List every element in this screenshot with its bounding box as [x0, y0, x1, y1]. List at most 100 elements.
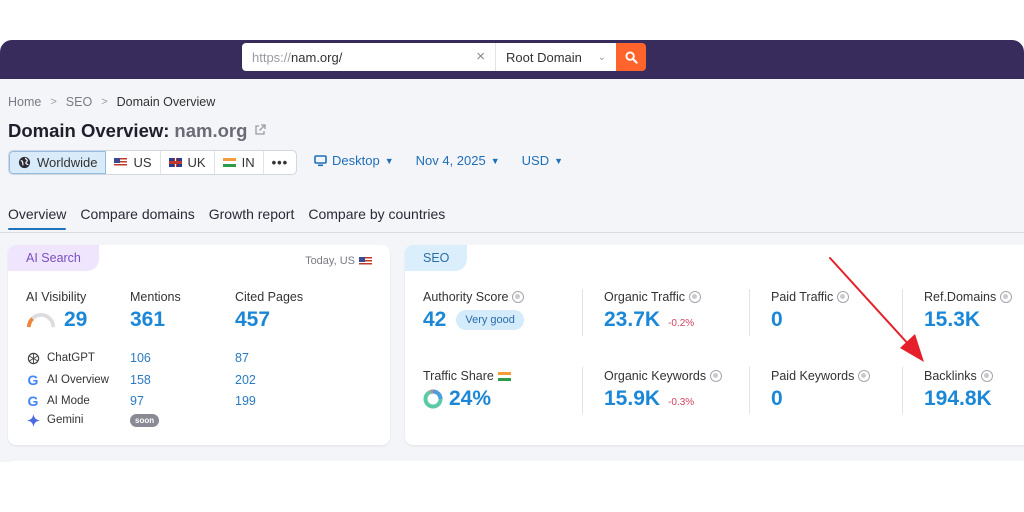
divider: [902, 289, 903, 336]
paid-keywords-label-row: Paid Keywords: [771, 369, 871, 383]
mentions-value[interactable]: 361: [130, 308, 166, 331]
region-us[interactable]: US: [106, 151, 161, 174]
breadcrumb-current: Domain Overview: [116, 95, 216, 109]
page-title-prefix: Domain Overview:: [8, 120, 170, 141]
ai-visibility-value: 29: [64, 308, 88, 331]
currency-filter-label: USD: [521, 153, 550, 168]
chevron-right-icon: >: [101, 96, 108, 108]
divider: [582, 367, 583, 414]
region-in-label: IN: [241, 155, 255, 170]
ref-domains-value[interactable]: 15.3K: [924, 308, 981, 331]
device-filter-label: Desktop: [332, 153, 380, 168]
organic-keywords-label-row: Organic Keywords: [604, 369, 723, 383]
page-title: Domain Overview: nam.org: [8, 120, 267, 142]
search-button[interactable]: [616, 43, 646, 71]
desktop-icon: [314, 154, 327, 166]
region-worldwide-label: Worldwide: [37, 155, 98, 170]
soon-badge: soon: [130, 413, 160, 427]
more-icon: •••: [271, 155, 289, 170]
breadcrumb: Home > SEO > Domain Overview: [8, 95, 215, 109]
ai-mode-cited[interactable]: 199: [235, 394, 256, 408]
backlinks-label: Backlinks: [924, 369, 977, 383]
paid-traffic-value[interactable]: 0: [771, 308, 783, 331]
tab-growth-report[interactable]: Growth report: [208, 206, 295, 222]
paid-keywords-value[interactable]: 0: [771, 387, 783, 410]
organic-traffic-label-row: Organic Traffic: [604, 290, 702, 304]
backlinks-value[interactable]: 194.8K: [924, 387, 992, 410]
url-protocol: https://: [252, 49, 292, 65]
traffic-share-value-row: 24%: [423, 387, 511, 411]
info-icon[interactable]: [710, 370, 723, 382]
seo-card: SEO Authority Score 42 Very good Organic…: [405, 245, 1024, 445]
ai-overview-cited[interactable]: 202: [235, 373, 256, 387]
paid-traffic-metric: Paid Traffic 0: [771, 290, 850, 332]
info-icon[interactable]: [512, 291, 525, 303]
breadcrumb-home[interactable]: Home: [8, 95, 42, 109]
paid-keywords-metric: Paid Keywords 0: [771, 369, 871, 411]
close-icon[interactable]: ×: [476, 48, 485, 65]
device-filter[interactable]: Desktop ▼: [314, 153, 394, 168]
authority-score-value[interactable]: 42: [423, 308, 447, 331]
info-icon[interactable]: [980, 370, 993, 382]
tab-overview[interactable]: Overview: [8, 206, 67, 230]
paid-traffic-label: Paid Traffic: [771, 290, 834, 304]
organic-traffic-value[interactable]: 23.7K: [604, 308, 661, 331]
root-domain-select-label: Root Domain: [506, 49, 582, 65]
cited-pages-value[interactable]: 457: [235, 308, 271, 331]
breadcrumb-seo[interactable]: SEO: [65, 95, 93, 109]
ai-visibility-metric: AI Visibility 29: [26, 290, 87, 332]
currency-filter[interactable]: USD ▼: [522, 153, 563, 168]
gauge-icon: [26, 312, 56, 327]
organic-keywords-metric: Organic Keywords 15.9K -0.3%: [604, 369, 723, 411]
domain-search-input[interactable]: https://nam.org/ ×: [242, 43, 496, 71]
tab-compare-domains[interactable]: Compare domains: [80, 206, 195, 222]
organic-keywords-value-row: 15.9K -0.3%: [604, 387, 722, 411]
domain-search-form: https://nam.org/ × Root Domain ⌄: [242, 43, 646, 71]
external-link-icon[interactable]: [254, 123, 267, 139]
info-icon[interactable]: [689, 291, 702, 303]
info-icon[interactable]: [837, 291, 850, 303]
backlinks-label-row: Backlinks: [924, 369, 993, 383]
tab-compare-by-countries[interactable]: Compare by countries: [308, 206, 446, 222]
cited-pages-label: Cited Pages: [235, 290, 304, 304]
paid-traffic-label-row: Paid Traffic: [771, 290, 850, 304]
date-filter[interactable]: Nov 4, 2025 ▼: [416, 153, 500, 168]
more-regions-button[interactable]: •••: [264, 151, 297, 174]
ai-row-ai-mode-label: AI Mode: [47, 395, 90, 407]
ai-mode-mentions[interactable]: 97: [130, 394, 144, 408]
globe-icon: [18, 156, 31, 169]
traffic-share-label: Traffic Share: [423, 369, 494, 383]
ai-row-ai-overview: G AI Overview 158 202: [26, 372, 256, 388]
region-uk[interactable]: UK: [161, 151, 215, 174]
us-flag-icon: [114, 158, 128, 167]
ai-row-name: G AI Overview: [26, 372, 130, 388]
authority-score-metric: Authority Score 42 Very good: [423, 290, 525, 332]
region-in[interactable]: IN: [215, 151, 264, 174]
gemini-icon: [26, 413, 40, 427]
chatgpt-cited[interactable]: 87: [235, 351, 249, 365]
ai-search-label: AI Search: [8, 245, 99, 271]
ai-row-name: Gemini: [26, 413, 130, 427]
chatgpt-mentions[interactable]: 106: [130, 351, 151, 365]
authority-score-label-row: Authority Score: [423, 290, 525, 304]
traffic-share-value[interactable]: 24%: [449, 387, 492, 410]
organic-keywords-label: Organic Keywords: [604, 369, 707, 383]
authority-score-value-row: 42 Very good: [423, 308, 524, 332]
info-icon[interactable]: [858, 370, 871, 382]
info-icon[interactable]: [1000, 291, 1013, 303]
region-worldwide[interactable]: Worldwide: [9, 151, 107, 174]
ai-overview-mentions[interactable]: 158: [130, 373, 151, 387]
chevron-down-icon: ▼: [384, 155, 394, 166]
ai-search-scope-text: Today, US: [305, 255, 355, 267]
traffic-share-label-row: Traffic Share: [423, 369, 511, 383]
paid-keywords-label: Paid Keywords: [771, 369, 855, 383]
divider: [749, 289, 750, 336]
organic-keywords-value[interactable]: 15.9K: [604, 387, 661, 410]
ref-domains-label-row: Ref.Domains: [924, 290, 1013, 304]
ref-domains-metric: Ref.Domains 15.3K: [924, 290, 1013, 332]
divider: [582, 289, 583, 336]
root-domain-select[interactable]: Root Domain ⌄: [496, 43, 616, 71]
next-section-edge: [8, 461, 1024, 471]
region-uk-label: UK: [187, 155, 206, 170]
